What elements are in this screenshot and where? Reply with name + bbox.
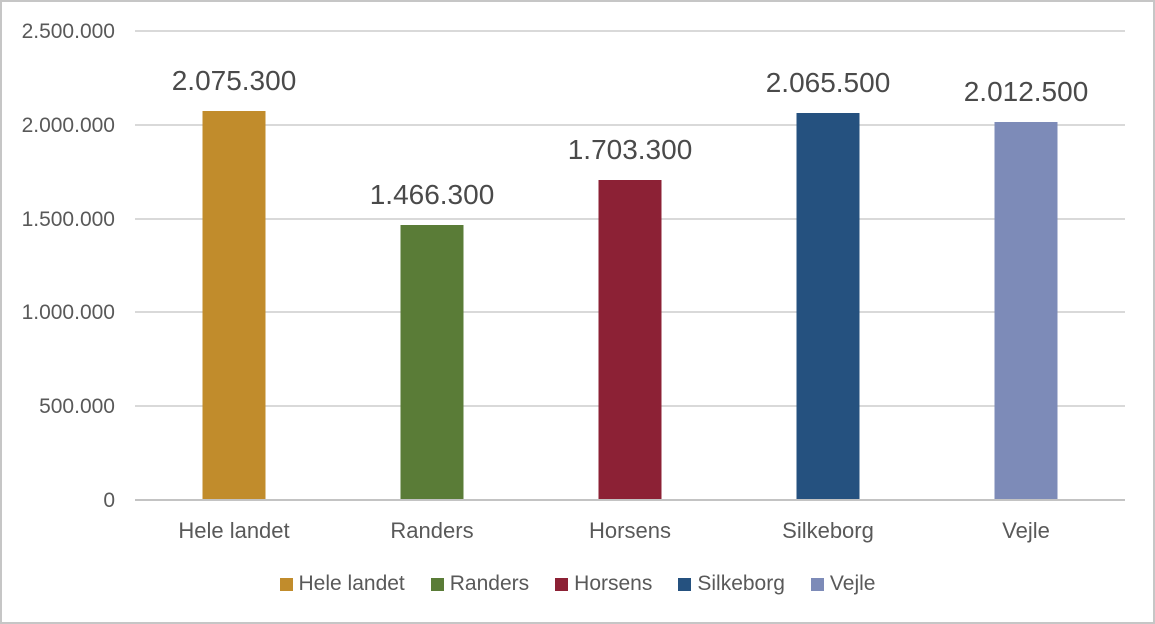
- data-label-horsens: 1.703.300: [567, 134, 693, 166]
- bar-slot-horsens: 1.703.300: [531, 31, 729, 500]
- legend-color-swatch-icon: [555, 577, 569, 591]
- data-label-vejle: 2.012.500: [963, 76, 1089, 108]
- y-axis-tick-label: 2.500.000: [21, 20, 115, 43]
- legend-item-silkeborg: Silkeborg: [678, 572, 785, 596]
- bar-horsens: [598, 180, 662, 500]
- legend-item-vejle: Vejle: [810, 572, 876, 596]
- legend-label: Hele landet: [298, 572, 405, 595]
- legend-item-randers: Randers: [430, 572, 530, 596]
- y-axis-tick-label: 2.000.000: [21, 113, 115, 137]
- legend-color-swatch-icon: [279, 577, 293, 591]
- legend-color-swatch-icon: [430, 577, 444, 591]
- legend: Hele landet Randers Horsens Silkeborg Vejle: [2, 572, 1153, 596]
- x-axis-label-horsens: Horsens: [589, 518, 671, 543]
- legend-label: Randers: [449, 572, 530, 595]
- y-axis-tick-label: 1.500.000: [21, 207, 115, 231]
- x-axis-label-hele-landet: Hele landet: [178, 518, 290, 543]
- data-label-hele-landet: 2.075.300: [171, 64, 297, 96]
- bar-randers: [400, 224, 464, 500]
- data-label-silkeborg: 2.065.500: [765, 66, 891, 98]
- legend-color-swatch-icon: [678, 577, 692, 591]
- legend-label: Silkeborg: [697, 572, 785, 595]
- bar-slot-silkeborg: 2.065.500: [729, 31, 927, 500]
- bar-slot-hele-landet: 2.075.300: [135, 31, 333, 500]
- legend-label: Horsens: [574, 572, 653, 595]
- x-axis-line: [135, 499, 1125, 501]
- bar-silkeborg: [796, 112, 860, 500]
- gridline-2500000: [135, 30, 1125, 32]
- legend-item-hele-landet: Hele landet: [279, 572, 405, 596]
- gridline-2000000: [135, 123, 1125, 126]
- legend-color-swatch-icon: [810, 577, 824, 591]
- bar-slot-randers: 1.466.300: [333, 31, 531, 500]
- y-axis-tick-label: 1.000.000: [21, 301, 115, 325]
- legend-item-horsens: Horsens: [555, 572, 652, 596]
- bar-vejle: [994, 122, 1058, 500]
- data-label-randers: 1.466.300: [369, 178, 495, 210]
- bar-slot-vejle: 2.012.500: [927, 31, 1125, 500]
- legend-label: Vejle: [829, 572, 876, 595]
- y-axis-tick-label: 500.000: [39, 395, 115, 419]
- x-axis-label-randers: Randers: [390, 518, 474, 543]
- y-axis-tick-label: 0: [103, 489, 115, 512]
- bar-hele-landet: [202, 110, 266, 500]
- plot-area: 2.075.300 1.466.300 1.703.300 2.065.500 2.01…: [135, 30, 1125, 501]
- x-axis-label-vejle: Vejle: [1002, 518, 1050, 543]
- x-axis-label-silkeborg: Silkeborg: [782, 518, 874, 543]
